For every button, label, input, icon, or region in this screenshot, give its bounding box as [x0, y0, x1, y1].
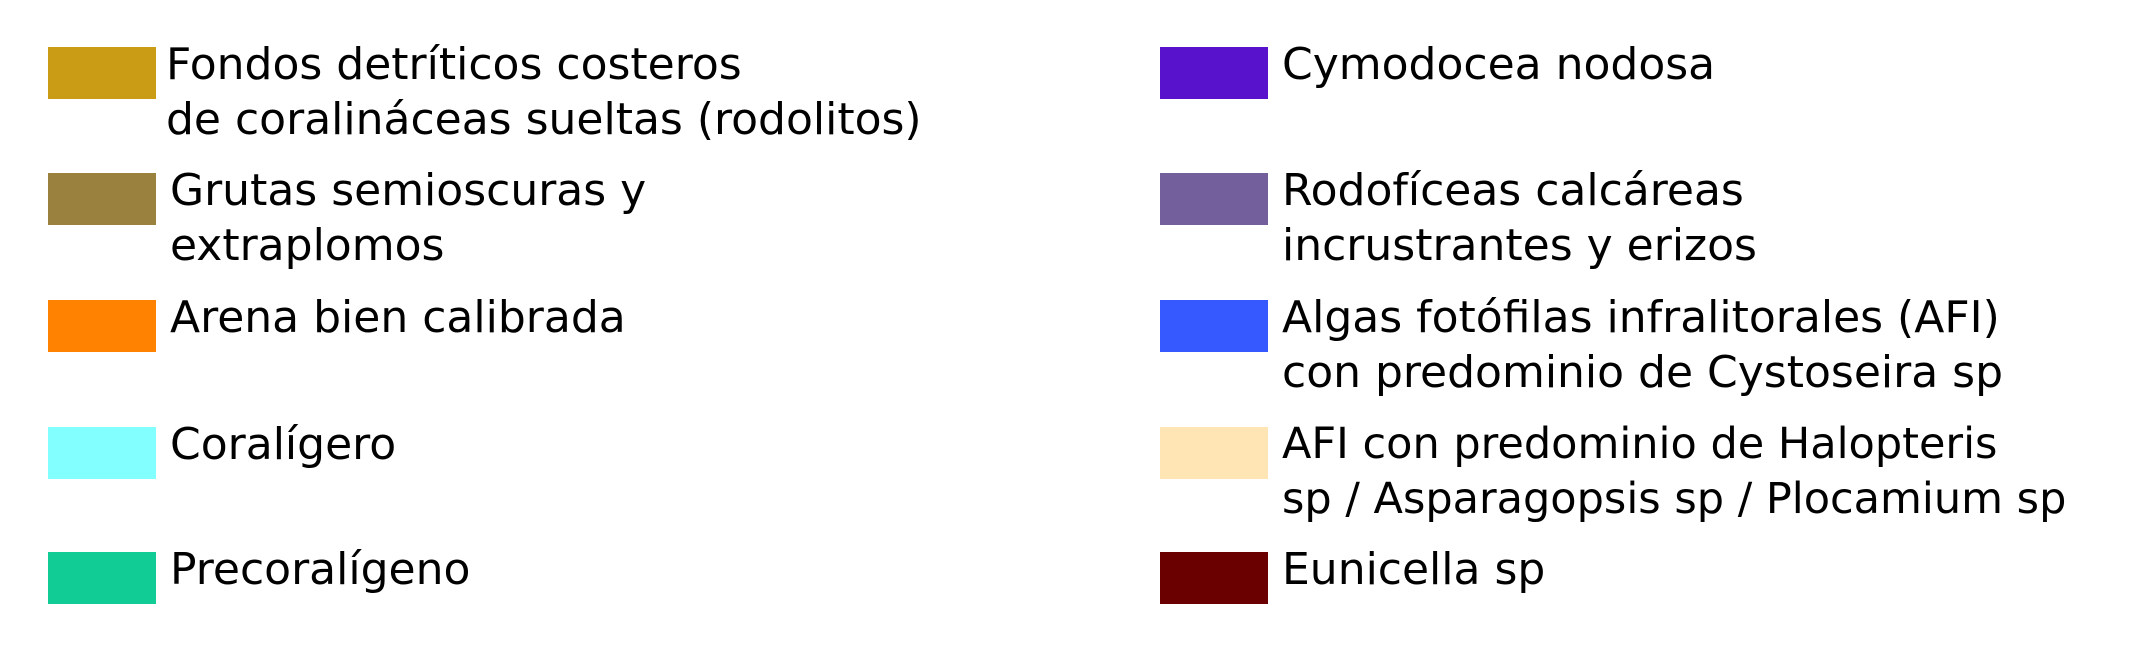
legend-swatch — [1160, 552, 1268, 604]
legend-label-line: Algas fotófilas infralitorales (AFI) — [1282, 292, 2000, 343]
legend-label: Cymodocea nodosa — [1282, 37, 1715, 92]
legend-label: Algas fotófilas infralitorales (AFI) con… — [1282, 290, 2003, 400]
legend-label: Fondos detríticos costeros de coralináce… — [166, 37, 922, 147]
legend-swatch — [48, 47, 156, 99]
legend-swatch — [48, 173, 156, 225]
legend-swatch — [1160, 427, 1268, 479]
legend-label: Precoralígeno — [170, 542, 470, 597]
legend-swatch — [48, 552, 156, 604]
legend-swatch — [1160, 47, 1268, 99]
legend-swatch — [48, 427, 156, 479]
legend-label-line: Cymodocea nodosa — [1282, 39, 1716, 90]
legend-label-line: con predominio de Cystoseira sp — [1282, 347, 2004, 398]
legend-swatch — [1160, 173, 1268, 225]
legend-label: Grutas semioscuras y extraplomos — [170, 163, 646, 273]
legend-label-line: Grutas semioscuras y — [170, 165, 647, 216]
legend-swatch — [1160, 300, 1268, 352]
legend-label: Coralígero — [170, 417, 396, 472]
legend-label: AFI con predominio de Halopteris sp / As… — [1282, 417, 2066, 527]
legend-label-line: Fondos detríticos costeros — [166, 39, 742, 90]
legend-label-line: Arena bien calibrada — [170, 292, 626, 343]
legend-label-line: extraplomos — [170, 220, 445, 271]
legend-swatch — [48, 300, 156, 352]
legend-label-line: Precoralígeno — [170, 544, 471, 595]
legend-label-line: Rodofíceas calcáreas — [1282, 165, 1744, 216]
legend-label: Eunicella sp — [1282, 542, 1545, 597]
legend-label: Rodofíceas calcáreas incrustrantes y eri… — [1282, 163, 1757, 273]
legend-label-line: sp / Asparagopsis sp / Plocamium sp — [1282, 474, 2067, 524]
legend-label-line: Eunicella sp — [1282, 544, 1546, 595]
legend-label-line: de coralináceas sueltas (rodolitos) — [166, 94, 922, 145]
legend-label-line: AFI con predominio de Halopteris — [1282, 419, 1998, 469]
legend-label-line: incrustrantes y erizos — [1282, 220, 1757, 271]
legend-label: Arena bien calibrada — [170, 290, 626, 345]
legend-label-line: Coralígero — [170, 419, 397, 470]
